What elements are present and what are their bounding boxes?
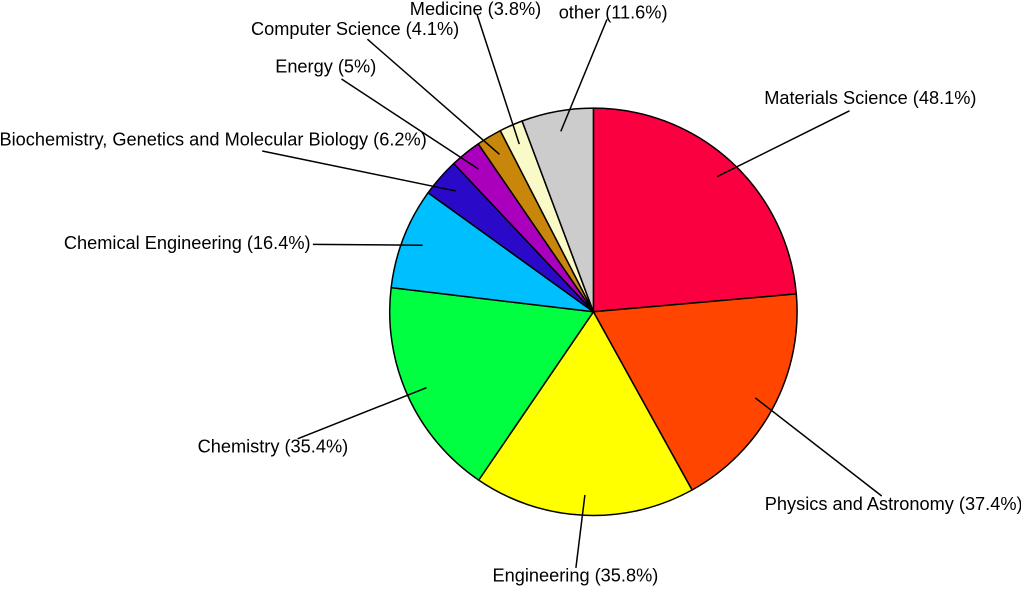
svg-text:Chemical Engineering (16.4%): Chemical Engineering (16.4%)	[64, 233, 311, 253]
svg-text:other (11.6%): other (11.6%)	[559, 2, 668, 22]
svg-text:Biochemistry, Genetics and Mol: Biochemistry, Genetics and Molecular Bio…	[0, 130, 427, 150]
svg-text:Energy (5%): Energy (5%)	[275, 57, 376, 77]
svg-text:Engineering (35.8%): Engineering (35.8%)	[493, 566, 659, 586]
svg-text:Materials Science (48.1%): Materials Science (48.1%)	[764, 88, 976, 108]
svg-text:Chemistry (35.4%): Chemistry (35.4%)	[198, 437, 349, 457]
svg-text:Computer Science (4.1%): Computer Science (4.1%)	[251, 19, 459, 39]
svg-text:Physics and Astronomy (37.4%): Physics and Astronomy (37.4%)	[765, 494, 1021, 514]
svg-text:Medicine (3.8%): Medicine (3.8%)	[410, 0, 541, 19]
